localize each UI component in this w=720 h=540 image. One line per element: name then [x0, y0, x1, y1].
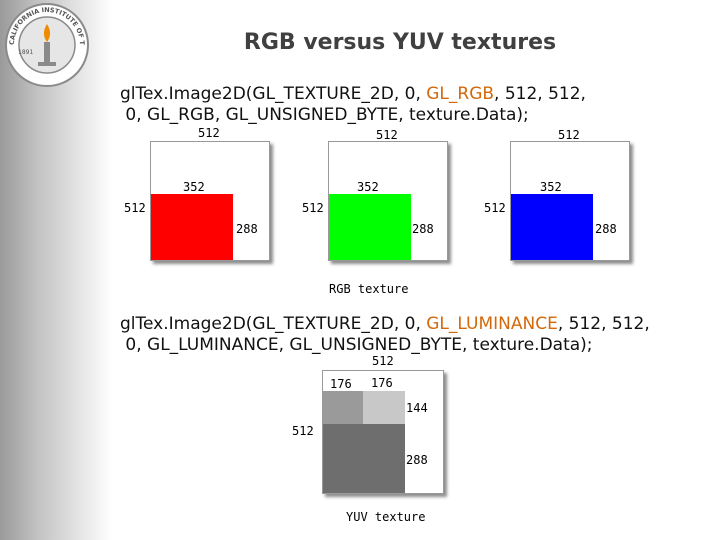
rgb3-width-label: 512 [558, 128, 580, 142]
rgb1-inner-height-label: 288 [236, 222, 258, 236]
yuv-call-line1-pre: glTex.Image2D(GL_TEXTURE_2D, 0, [120, 314, 427, 334]
rgb2-width-label: 512 [376, 128, 398, 142]
rgb-call-line2: 0, GL_RGB, GL_UNSIGNED_BYTE, texture.Dat… [120, 105, 529, 125]
slide-title: RGB versus YUV textures [243, 30, 557, 55]
rgb1-red-fill [151, 194, 233, 260]
rgb-call-line1-pre: glTex.Image2D(GL_TEXTURE_2D, 0, [120, 84, 427, 104]
yuv-texture-box [322, 370, 444, 494]
rgb2-green-fill [329, 194, 411, 260]
rgb3-texture-box [510, 141, 630, 261]
rgb-format-highlight: GL_RGB [426, 84, 495, 104]
yuv-v-width-label: 176 [371, 376, 393, 390]
rgb2-texture-box [328, 141, 448, 261]
rgb3-blue-fill [511, 194, 593, 260]
rgb2-inner-width-label: 352 [357, 180, 379, 194]
yuv-uv-height-label: 144 [406, 401, 428, 415]
rgb-call-code: glTex.Image2D(GL_TEXTURE_2D, 0, GL_RGB, … [120, 84, 586, 126]
yuv-v-plane [363, 391, 405, 424]
caltech-seal-logo: CALIFORNIA INSTITUTE OF TECHNOLOGY 1891 [4, 2, 89, 87]
rgb2-height-label: 512 [302, 201, 324, 215]
rgb-call-line1-post: , 512, 512, [494, 84, 586, 104]
yuv-u-width-label: 176 [330, 377, 352, 391]
yuv-call-code: glTex.Image2D(GL_TEXTURE_2D, 0, GL_LUMIN… [120, 314, 650, 356]
rgb-caption: RGB texture [329, 282, 409, 296]
yuv-width-label: 512 [372, 354, 394, 368]
yuv-caption: YUV texture [346, 510, 426, 524]
rgb1-height-label: 512 [124, 201, 146, 215]
rgb1-texture-box [150, 141, 270, 261]
rgb3-inner-height-label: 288 [595, 222, 617, 236]
rgb2-inner-height-label: 288 [412, 222, 434, 236]
yuv-format-highlight: GL_LUMINANCE [426, 314, 558, 334]
yuv-y-height-label: 288 [406, 453, 428, 467]
rgb3-inner-width-label: 352 [540, 180, 562, 194]
yuv-u-plane [323, 391, 363, 424]
rgb1-width-label: 512 [198, 126, 220, 140]
rgb3-height-label: 512 [484, 201, 506, 215]
seal-year: 1891 [18, 49, 33, 56]
rgb1-inner-width-label: 352 [183, 180, 205, 194]
left-decorative-band [0, 0, 112, 540]
yuv-call-line1-post: , 512, 512, [557, 314, 650, 334]
yuv-y-plane [323, 424, 405, 493]
yuv-call-line2: 0, GL_LUMINANCE, GL_UNSIGNED_BYTE, textu… [120, 335, 593, 355]
yuv-height-label: 512 [292, 424, 314, 438]
